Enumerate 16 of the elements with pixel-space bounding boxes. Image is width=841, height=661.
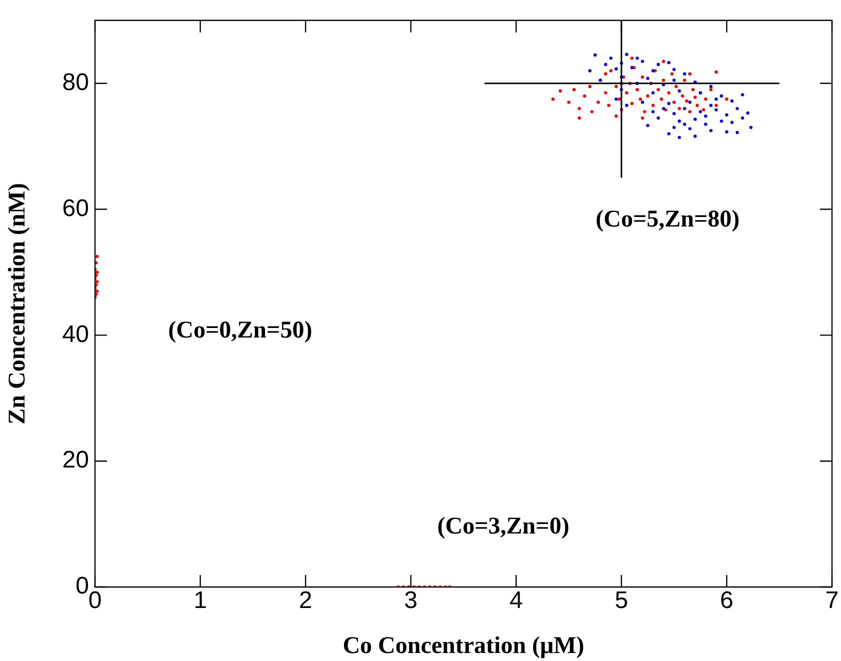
x-tick-label: 4 [509, 587, 523, 614]
x-tick-label: 1 [194, 587, 207, 614]
x-tick-label: 6 [720, 587, 734, 614]
y-tick-label: 60 [62, 194, 89, 222]
x-tick-label: 5 [614, 587, 628, 614]
x-axis-title: Co Concentration (μM) [342, 632, 584, 659]
x-tick-label: 7 [825, 587, 839, 614]
x-tick-label: 2 [298, 587, 312, 614]
y-tick-label: 20 [62, 446, 89, 474]
y-tick-label: 40 [62, 320, 89, 348]
x-tick-label: 3 [404, 587, 418, 614]
annotation: (Co=3,Zn=0) [437, 514, 570, 540]
annotation: (Co=0,Zn=50) [168, 318, 312, 344]
y-axis-title: Zn Concentration (nM) [4, 183, 31, 424]
y-tick-label: 80 [62, 68, 89, 96]
annotation: (Co=5,Zn=80) [596, 206, 740, 233]
